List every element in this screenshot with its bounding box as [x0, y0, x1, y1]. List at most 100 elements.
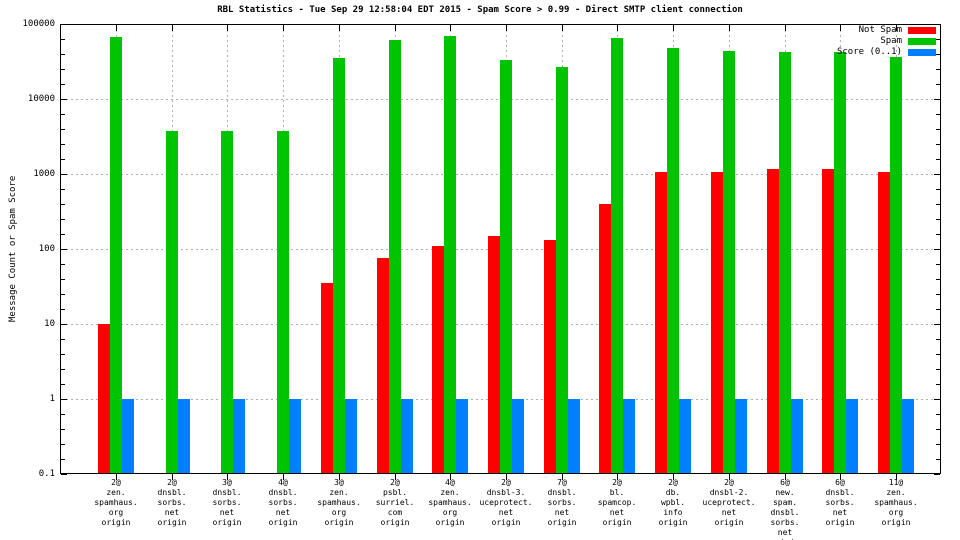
y-minor-tick — [61, 384, 65, 385]
x-tick-label-line: origin — [881, 518, 911, 527]
y-minor-tick — [61, 294, 65, 295]
bar-not-spam — [377, 258, 389, 474]
y-major-tick — [61, 324, 67, 325]
x-tick-label-line: dnsbl-3. — [486, 488, 526, 497]
bar-score-0-1 — [846, 399, 858, 474]
x-tick-bottom — [450, 474, 451, 480]
x-tick-top — [896, 25, 897, 31]
x-tick-top — [172, 25, 173, 31]
x-tick-label-line: wpbl. — [660, 498, 686, 507]
y-minor-tick — [61, 414, 65, 415]
x-tick-label-line: net — [777, 528, 793, 537]
x-tick-label-line: 7@ — [557, 478, 567, 487]
y-minor-tick — [61, 264, 65, 265]
y-minor-tick — [61, 369, 65, 370]
bar-spam — [890, 57, 902, 474]
x-tick-bottom — [785, 474, 786, 480]
x-tick-label-line: net — [498, 508, 514, 517]
x-tick-top — [227, 25, 228, 31]
y-minor-tick — [61, 129, 65, 130]
x-tick-label-line: uceprotect. — [702, 498, 756, 507]
x-tick-label-line: spamcop. — [597, 498, 637, 507]
bar-spam — [667, 47, 679, 474]
y-minor-tick — [936, 459, 940, 460]
x-tick-bottom — [617, 474, 618, 480]
x-tick-label: 11@ zen. spamhaus. org origin — [864, 478, 928, 528]
bar-spam — [723, 50, 735, 474]
x-tick-label-line: origin — [380, 518, 410, 527]
x-tick-bottom — [116, 474, 117, 480]
x-tick-top — [562, 25, 563, 31]
bar-spam — [110, 37, 122, 474]
x-tick-label: 2@ db. wpbl. info origin — [641, 478, 705, 528]
legend-label: Spam — [880, 36, 902, 46]
x-tick-label-line: spam. — [772, 498, 798, 507]
x-tick-label-line: new. — [775, 488, 795, 497]
bar-not-spam — [98, 324, 110, 474]
y-minor-tick — [936, 354, 940, 355]
bar-score-0-1 — [735, 399, 747, 474]
y-minor-tick — [936, 264, 940, 265]
x-tick-label-line: origin — [324, 518, 354, 527]
y-minor-tick — [936, 294, 940, 295]
x-tick-label: 4@ dnsbl. sorbs. net origin — [251, 478, 315, 528]
x-tick-label-line: 4@ — [278, 478, 288, 487]
x-tick-label-line: origin — [157, 518, 187, 527]
y-major-tick — [61, 24, 67, 25]
y-minor-tick — [936, 114, 940, 115]
y-minor-tick — [936, 69, 940, 70]
bar-spam — [444, 36, 456, 474]
x-tick-label-line: dnsbl. — [268, 488, 298, 497]
x-tick-label-line: sorbs. — [268, 498, 298, 507]
x-tick-label-line: surriel. — [375, 498, 415, 507]
x-tick-bottom — [896, 474, 897, 480]
x-tick-label-line: origin — [268, 518, 298, 527]
x-tick-label-line: spamhaus. — [94, 498, 138, 507]
y-major-tick — [61, 249, 67, 250]
y-minor-tick — [936, 279, 940, 280]
x-tick-label-line: zen. — [106, 488, 126, 497]
x-tick-bottom — [673, 474, 674, 480]
bar-spam — [779, 52, 791, 474]
y-major-tick — [934, 24, 940, 25]
x-tick-label-line: 2@ — [501, 478, 511, 487]
bar-score-0-1 — [568, 399, 580, 474]
x-tick-label-line: origin — [547, 518, 577, 527]
x-tick-label-line: 2@ — [724, 478, 734, 487]
x-tick-top — [617, 25, 618, 31]
y-minor-tick — [61, 459, 65, 460]
x-tick-label-line: spamhaus. — [317, 498, 361, 507]
bar-spam — [333, 58, 345, 474]
legend-swatch — [908, 37, 936, 45]
bar-not-spam — [544, 240, 556, 474]
x-tick-label-line: 3@ — [334, 478, 344, 487]
x-tick-label-line: dnsbl. — [157, 488, 187, 497]
legend-swatch — [908, 48, 936, 56]
y-major-tick — [934, 174, 940, 175]
y-major-tick — [934, 399, 940, 400]
y-minor-tick — [936, 219, 940, 220]
x-tick-bottom — [283, 474, 284, 480]
x-tick-label-line: dnsbl. — [212, 488, 242, 497]
x-tick-label-line: 2@ — [668, 478, 678, 487]
x-tick-label-line: sorbs. — [212, 498, 242, 507]
x-tick-label-line: net — [275, 508, 291, 517]
y-minor-tick — [61, 429, 65, 430]
bar-score-0-1 — [902, 399, 914, 474]
x-tick-label-line: sorbs. — [157, 498, 187, 507]
x-tick-label: 2@ psbl. surriel. com origin — [363, 478, 427, 528]
bar-score-0-1 — [679, 399, 691, 474]
y-minor-tick — [61, 159, 65, 160]
bar-score-0-1 — [122, 399, 134, 474]
y-minor-tick — [936, 84, 940, 85]
x-tick-label-line: db. — [665, 488, 681, 497]
x-tick-label-line: org — [331, 508, 347, 517]
y-minor-tick — [61, 39, 65, 40]
bar-score-0-1 — [289, 399, 301, 474]
bar-spam — [166, 130, 178, 474]
x-tick-label-line: 3@ — [222, 478, 232, 487]
x-tick-label-line: net — [721, 508, 737, 517]
y-minor-tick — [936, 339, 940, 340]
x-tick-label-line: net — [554, 508, 570, 517]
